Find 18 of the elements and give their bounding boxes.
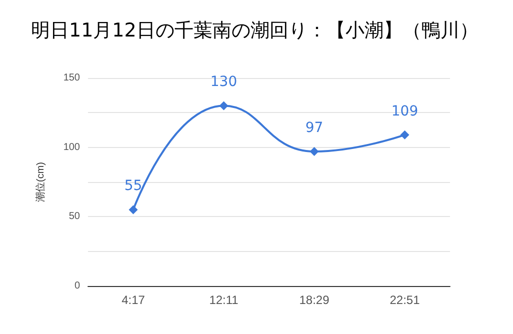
x-tick-label: 12:11 bbox=[209, 293, 239, 307]
x-tick-label: 4:17 bbox=[122, 293, 146, 307]
y-tick-label: 150 bbox=[63, 72, 80, 84]
data-label: 109 bbox=[391, 103, 418, 120]
point bbox=[219, 101, 228, 110]
point bbox=[310, 146, 319, 156]
data-label: 130 bbox=[210, 74, 238, 90]
data-label: 55 bbox=[124, 178, 142, 194]
x-tick-label: 18:29 bbox=[299, 293, 330, 307]
y-axis-title: 潮位(cm) bbox=[34, 162, 46, 202]
point bbox=[400, 130, 410, 140]
y-tick-label: 100 bbox=[63, 142, 80, 153]
chart-title: 明日11月12日の千葉南の潮回り：【小潮】（鴨川） bbox=[31, 20, 478, 42]
y-tick-label: 50 bbox=[68, 211, 80, 222]
y-tick-label: 0 bbox=[74, 280, 80, 292]
point bbox=[128, 205, 138, 214]
data-label: 97 bbox=[305, 120, 324, 136]
x-tick-label: 22:51 bbox=[390, 293, 420, 307]
